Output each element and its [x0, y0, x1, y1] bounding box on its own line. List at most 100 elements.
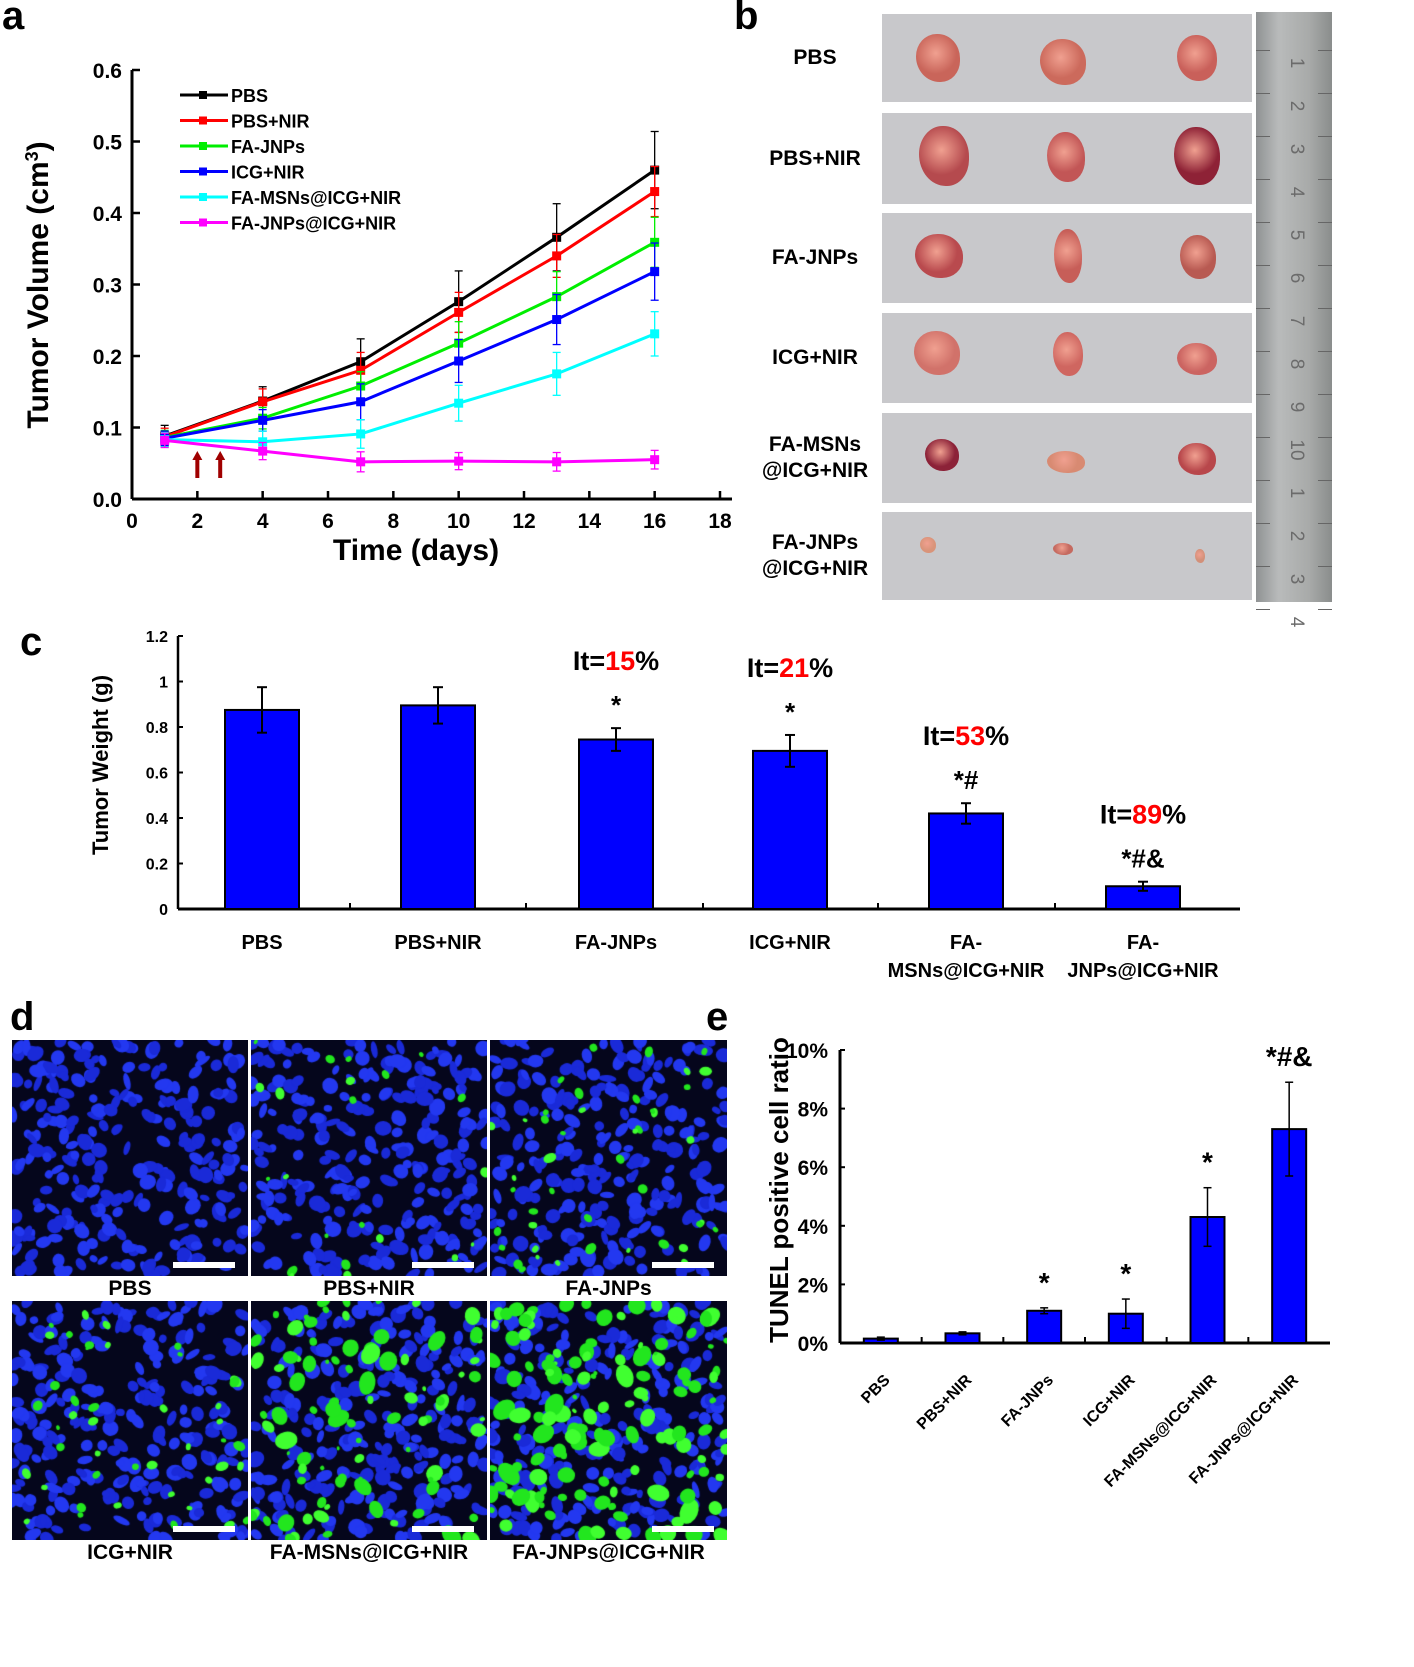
row-label-line: ICG+NIR [772, 346, 858, 369]
tumor-specimen [916, 34, 960, 82]
row-label-line: FA-JNPs [771, 246, 859, 269]
ruler-tick [1318, 351, 1332, 352]
fluorescence-canvas [12, 1040, 248, 1276]
panel-letter-a: a [2, 0, 25, 38]
ruler-tick [1256, 93, 1270, 94]
x-tick-label: 18 [708, 510, 732, 533]
data-point [258, 415, 268, 425]
tunel-image-label: PBS+NIR [323, 1277, 415, 1300]
x-tick-label: 10 [447, 510, 470, 533]
ruler-tick [1256, 50, 1270, 51]
ruler-tick [1318, 265, 1332, 266]
tumor-specimen [919, 126, 969, 186]
tumor-specimen [1178, 443, 1216, 475]
x-tick-label: ICG+NIR [749, 932, 831, 954]
row-label-line: @ICG+NIR [761, 459, 869, 482]
tumor-specimen [1177, 35, 1217, 81]
data-point [650, 267, 660, 277]
scale-bar [412, 1526, 474, 1532]
x-tick-label: 14 [578, 510, 602, 533]
data-point [258, 437, 268, 447]
ruler-number: 9 [1286, 401, 1307, 413]
series-line [164, 168, 656, 438]
ruler-number: 7 [1286, 315, 1307, 327]
x-tick-label: JNPs@ICG+NIR [1067, 960, 1219, 982]
x-tick-label: 8 [387, 510, 399, 533]
scale-bar [652, 1526, 714, 1532]
x-tick-label: PBS [858, 1372, 894, 1408]
data-point [454, 456, 464, 466]
panel-letter-d: d [10, 995, 35, 1039]
ruler-tick [1256, 609, 1270, 610]
ruler-number: 10 [1286, 439, 1307, 461]
treatment-arrow-head [192, 451, 203, 460]
y-tick-label: 0.2 [146, 857, 168, 874]
legend-label: FA-MSNs@ICG+NIR [231, 188, 401, 208]
row-label: FA-MSNs @ICG+NIR [750, 432, 880, 484]
y-axis-label: Tumor Volume (cm3) [22, 141, 55, 428]
fluorescence-canvas [251, 1301, 487, 1540]
inhibition-suffix: % [985, 721, 1009, 751]
legend: PBS PBS+NIR FA-JNPs ICG+NIR FA-MSNs@ICG+NIR F… [180, 86, 401, 234]
legend-swatch-marker [199, 116, 207, 125]
ruler-number: 1 [1286, 57, 1307, 69]
ruler-tick [1318, 394, 1332, 395]
row-label: FA-JNPs @ICG+NIR [750, 530, 880, 582]
y-tick-label: 4% [798, 1216, 829, 1239]
y-tick-label: 10% [786, 1040, 828, 1063]
significance-marker: *# [954, 765, 979, 795]
y-tick-label: 0.2 [93, 346, 122, 369]
ruler-number: 8 [1286, 358, 1307, 370]
tunel-ratio-bar-chart: 0% 2% 4% 6% 8% 10% PBS PBS+NIR * FA-JNPs * ICG+NIR… [764, 1037, 1330, 1491]
y-tick-label: 2% [798, 1274, 829, 1297]
data-point [258, 397, 268, 407]
legend-label: ICG+NIR [231, 163, 305, 183]
legend-label: PBS+NIR [231, 112, 310, 132]
series-line [164, 241, 656, 439]
y-tick-label: 8% [798, 1099, 829, 1122]
bar [1026, 1309, 1063, 1344]
bar [928, 812, 1004, 910]
panel-letter-e: e [706, 995, 729, 1039]
tumor-specimen [1053, 543, 1073, 555]
y-axis-label: Tumor Weight (g) [88, 675, 113, 855]
series-line [164, 438, 655, 464]
ruler-tick [1256, 222, 1270, 223]
y-tick-label: 0.4 [93, 203, 123, 226]
tunel-image-label: FA-JNPs@ICG+NIR [512, 1541, 705, 1564]
x-tick-label: 6 [322, 510, 334, 533]
row-label-line: @ICG+NIR [761, 557, 869, 580]
y-tick-label: 0.1 [93, 418, 123, 441]
y-tick-label: 0.3 [93, 275, 122, 298]
row-label-line: PBS [793, 46, 837, 69]
series-line [164, 190, 656, 439]
significance-marker: * [1039, 1267, 1050, 1298]
tunel-image-label: FA-MSNs@ICG+NIR [269, 1541, 469, 1564]
tunel-image [12, 1040, 248, 1276]
data-point [552, 251, 562, 261]
tumor-specimen [1047, 132, 1085, 182]
x-tick-label: 0 [126, 510, 138, 533]
inhibition-value: 53 [955, 721, 985, 751]
x-tick-label: FA- [1127, 932, 1159, 954]
inhibition-label: It=21% [747, 653, 833, 683]
ruler-tick [1256, 308, 1270, 309]
data-point [650, 237, 660, 247]
y-tick-label: 1.2 [146, 629, 168, 646]
tumor-specimen [920, 537, 936, 553]
legend-swatch-marker [199, 167, 207, 176]
ruler-tick [1256, 480, 1270, 481]
data-point [160, 435, 170, 445]
ruler-number: 3 [1286, 143, 1307, 155]
ruler-tick [1318, 136, 1332, 137]
fluorescence-canvas [251, 1040, 487, 1276]
tumor-weight-bar-chart: 00.20.40.60.811.2 PBS PBS+NIR*It=15%FA-JN… [88, 629, 1240, 982]
y-tick-label: 0 [159, 902, 168, 919]
tumor-specimen [1047, 451, 1085, 473]
ruler-tick [1318, 480, 1332, 481]
tumor-specimen [1180, 235, 1216, 279]
data-point [356, 365, 366, 375]
scale-bar [412, 1262, 474, 1268]
ruler-tick [1318, 437, 1332, 438]
row-label: FA-JNPs [750, 245, 880, 271]
